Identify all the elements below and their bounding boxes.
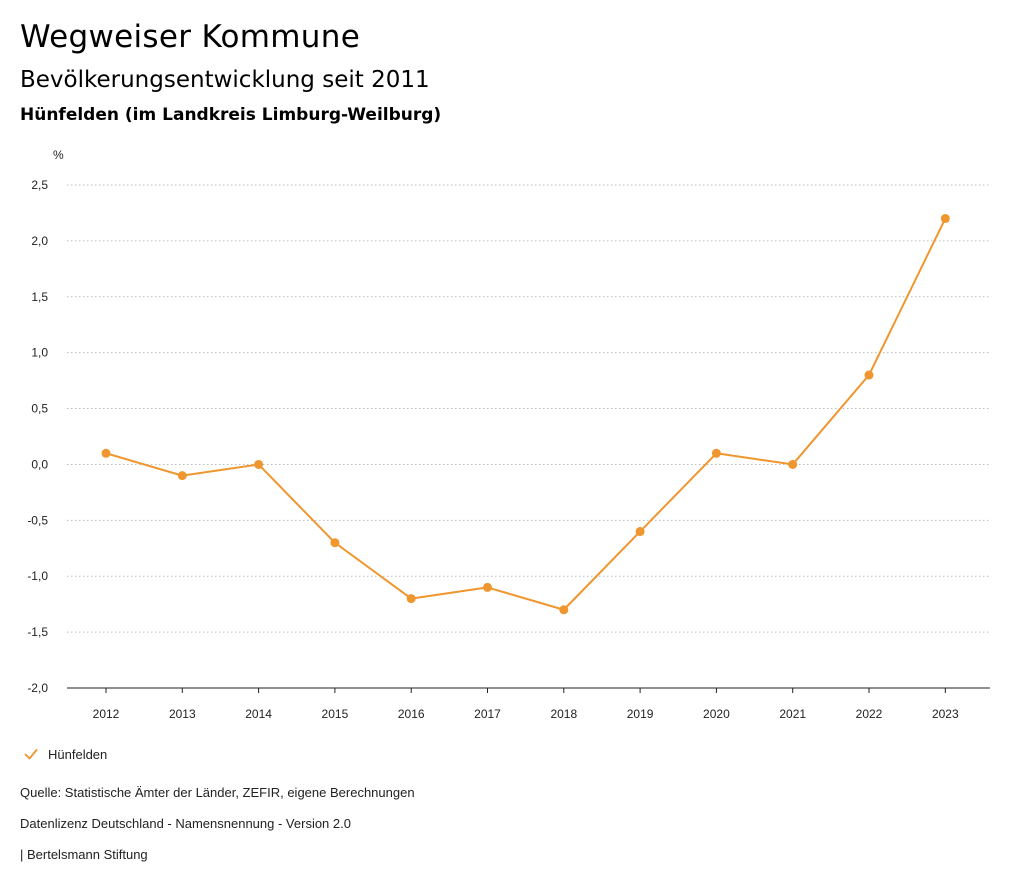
y-tick-label: 1,0 — [31, 346, 48, 360]
legend-label: Hünfelden — [48, 746, 108, 762]
grid-lines — [67, 184, 990, 689]
x-tick-label: 2023 — [932, 707, 959, 721]
source-note: Quelle: Statistische Ämter der Länder, Z… — [20, 785, 415, 800]
x-tick-label: 2014 — [245, 707, 272, 721]
y-tick-label: -0,5 — [27, 513, 48, 527]
y-tick-label: 2,5 — [31, 178, 48, 192]
x-tick-label: 2012 — [93, 707, 120, 721]
x-tick-label: 2022 — [856, 707, 883, 721]
data-point — [635, 527, 645, 537]
x-axis: 2012 2013 2014 2015 2016 2017 2018 2019 2020 2021… — [93, 688, 959, 721]
data-point — [864, 370, 874, 380]
data-point — [177, 471, 187, 481]
data-point — [254, 459, 264, 469]
y-tick-label: 2,0 — [31, 234, 48, 248]
x-tick-label: 2018 — [550, 707, 577, 721]
y-tick-label: 0,5 — [31, 402, 48, 416]
data-point — [940, 214, 950, 224]
series — [101, 214, 950, 615]
x-tick-label: 2016 — [398, 707, 425, 721]
data-point — [330, 538, 340, 548]
region-name: Hünfelden (im Landkreis Limburg-Weilburg… — [20, 105, 442, 125]
data-point — [483, 582, 492, 592]
y-tick-label: 0,0 — [31, 457, 48, 471]
x-tick-label: 2015 — [322, 707, 349, 721]
y-tick-label: -2,0 — [27, 681, 48, 695]
series-line — [105, 218, 947, 611]
x-tick-label: 2019 — [627, 707, 654, 721]
x-tick-label: 2013 — [169, 707, 196, 721]
data-point — [559, 605, 569, 615]
chart-title: Wegweiser Kommune — [20, 19, 361, 55]
check-mark-icon — [24, 749, 38, 760]
y-tick-label: -1,0 — [27, 569, 48, 583]
legend-item[interactable]: Hünfelden — [24, 744, 107, 764]
x-tick-label: 2020 — [703, 707, 730, 721]
credit-note: | Bertelsmann Stiftung — [20, 847, 148, 862]
y-axis-unit: % — [53, 148, 64, 162]
y-tick-label: -1,5 — [27, 625, 48, 639]
data-point — [788, 459, 798, 469]
data-point — [101, 448, 111, 458]
x-tick-label: 2017 — [474, 707, 501, 721]
data-point — [711, 448, 721, 458]
chart-subtitle: Bevölkerungsentwicklung seit 2011 — [20, 67, 430, 93]
data-point — [406, 594, 416, 604]
y-tick-label: 1,5 — [31, 290, 48, 304]
y-axis: 2,5 2,0 1,5 1,0 0,5 0,0 -0,5 -1,0 -1,5 -2,0 — [27, 178, 48, 695]
x-tick-label: 2021 — [779, 707, 806, 721]
license-note: Datenlizenz Deutschland - Namensnennung … — [20, 816, 351, 831]
